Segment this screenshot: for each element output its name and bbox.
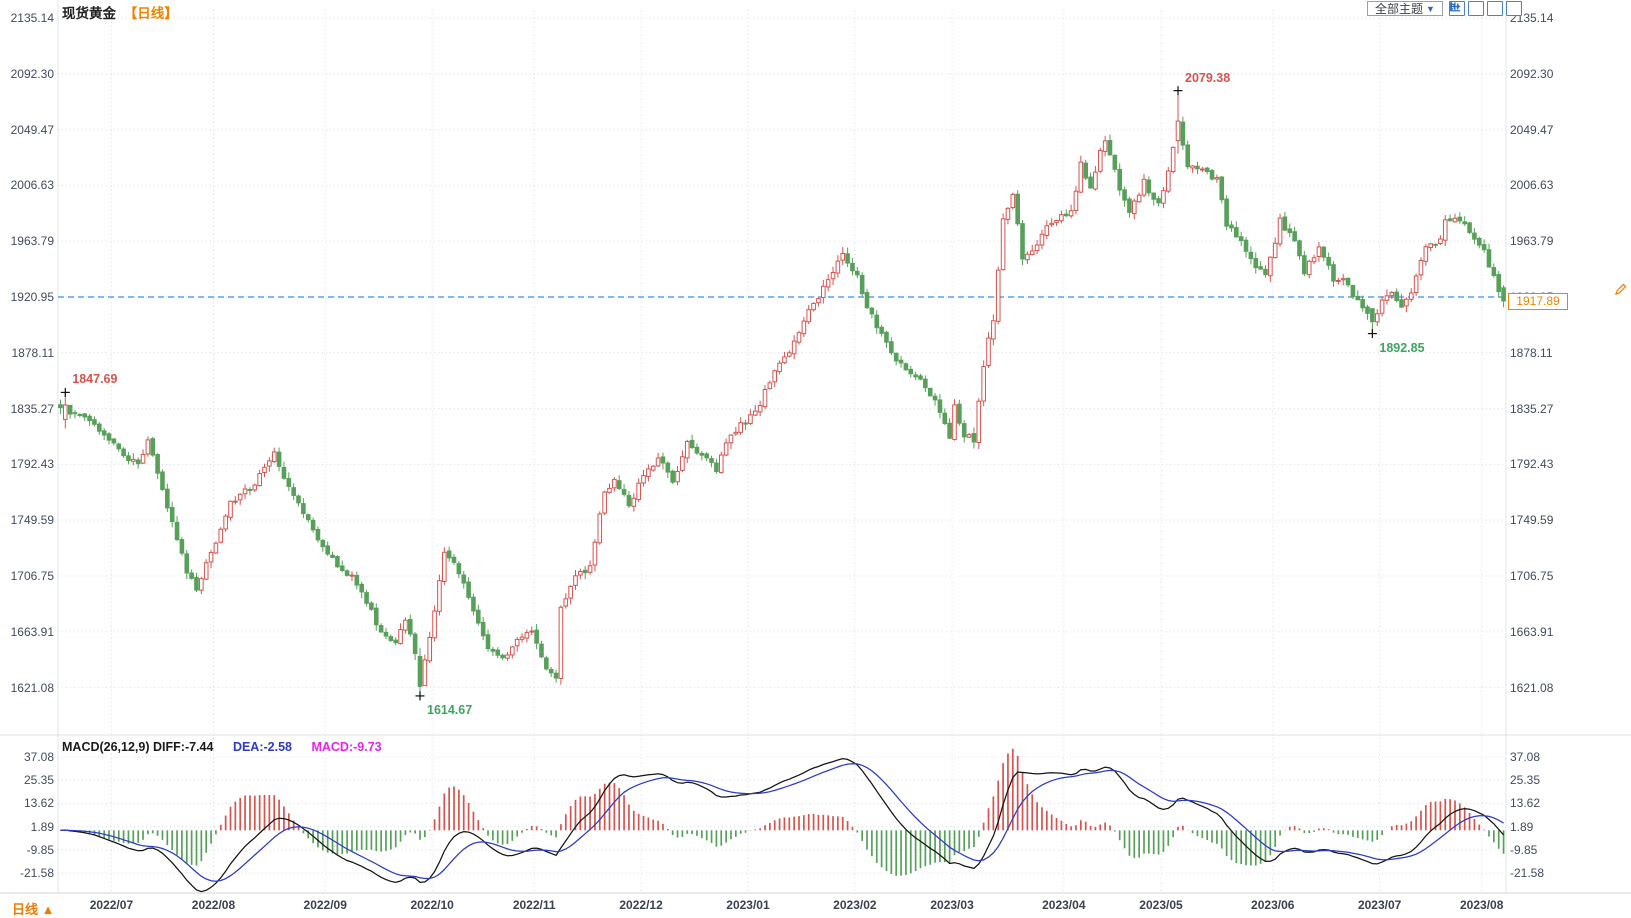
macd-macd-value: MACD:-9.73 — [311, 740, 382, 754]
timeframe-tag: 【日线】 — [123, 6, 178, 21]
candles — [58, 90, 1506, 696]
theme-dropdown[interactable]: 全部主题 ▼ — [1367, 1, 1443, 16]
chevron-down-icon: ▼ — [1426, 3, 1435, 14]
macd-params-and-diff: MACD(26,12,9) DIFF:-7.44 — [62, 740, 214, 754]
period-selector[interactable]: 日线 ▲ — [12, 899, 55, 918]
chart-title: 现货黄金 【日线】 — [62, 2, 178, 22]
theme-dropdown-label: 全部主题 — [1375, 2, 1424, 16]
symbol-name: 现货黄金 — [62, 6, 116, 21]
macd-indicator-header: MACD(26,12,9) DIFF:-7.44 DEA:-2.58 MACD:… — [62, 740, 382, 754]
y-axis-zoom-button[interactable] — [1450, 1, 1484, 16]
period-label: 日线 — [12, 902, 39, 917]
step-forward-button[interactable] — [1450, 1, 1522, 16]
x-axis-pan-button[interactable] — [1450, 1, 1503, 16]
edit-price-icon[interactable] — [1614, 283, 1627, 296]
last-price-tag: 1917.89 — [1508, 292, 1568, 310]
step-forward-icon — [1450, 2, 1461, 11]
chart-toolbar — [1449, 1, 1522, 16]
macd-dea-value: DEA:-2.58 — [232, 740, 292, 754]
triangle-up-icon: ▲ — [41, 902, 55, 917]
